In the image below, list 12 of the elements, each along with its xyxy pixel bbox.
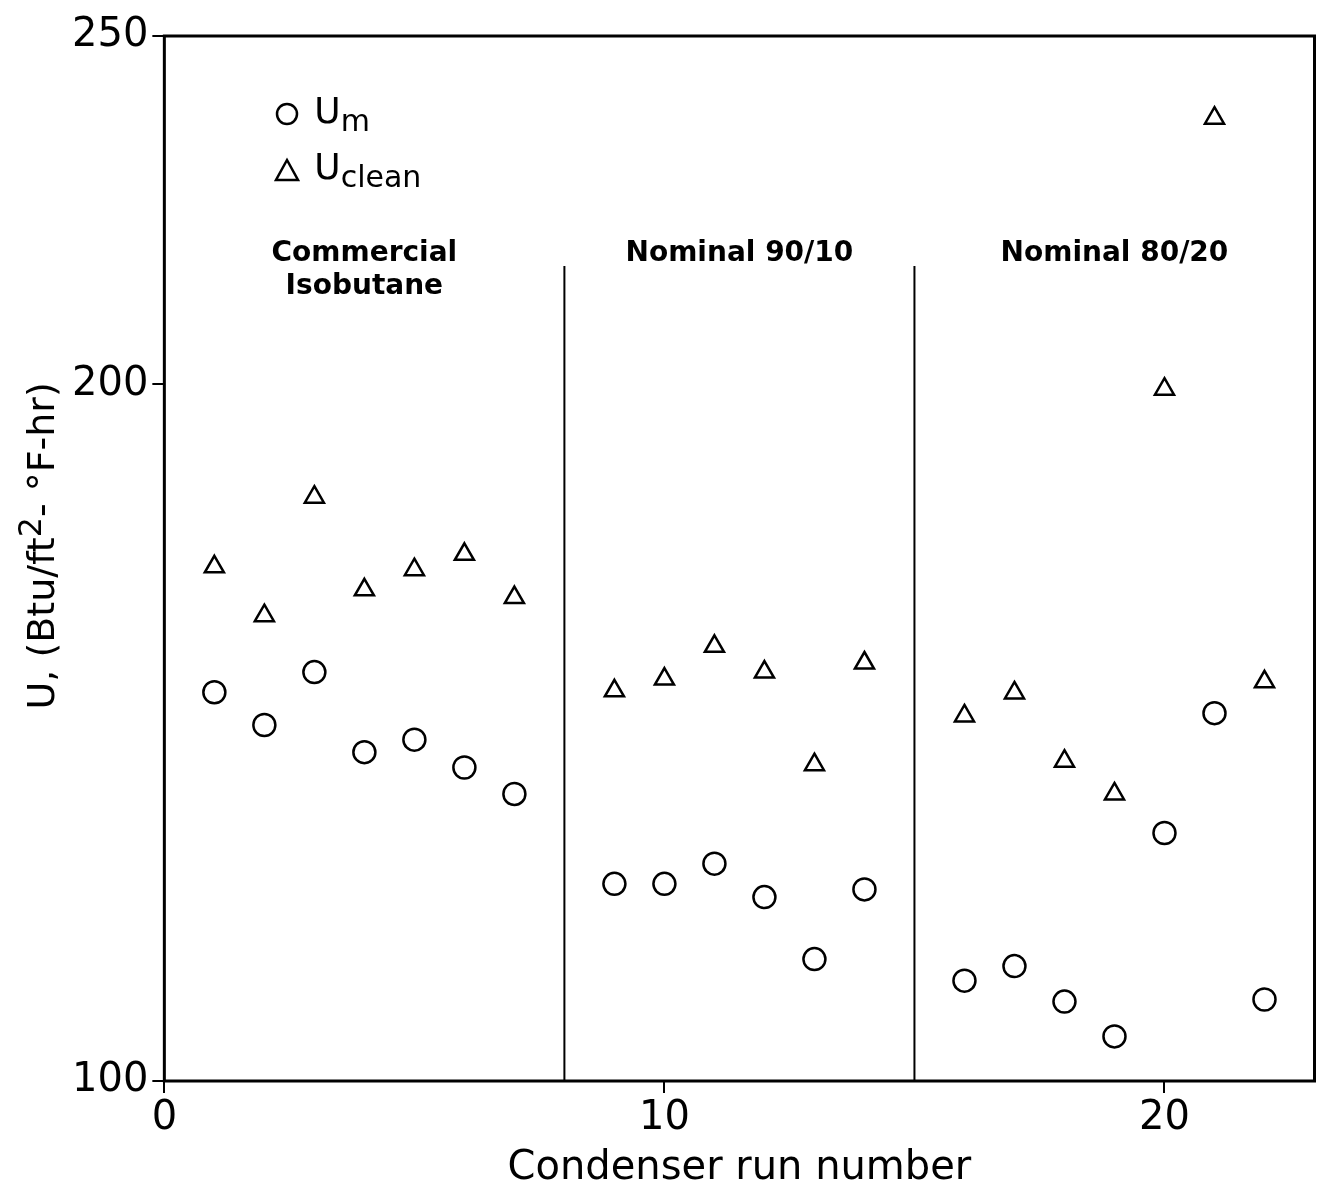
- annotation: Nominal 80/20: [999, 234, 1230, 268]
- x-tick-label: 0: [151, 1092, 178, 1139]
- x-axis-title: Condenser run number: [507, 1142, 972, 1189]
- legend-label: U$_{m}$: [314, 89, 370, 139]
- y-tick-label: 250: [71, 9, 149, 56]
- annotation: Commercial Isobutane: [270, 234, 459, 301]
- y-tick-label: 200: [71, 357, 149, 404]
- annotation: Nominal 90/10: [624, 234, 855, 268]
- legend-label: U$_{clean}$: [314, 145, 422, 195]
- y-tick-label: 100: [71, 1054, 149, 1101]
- x-tick-label: 20: [1139, 1092, 1190, 1139]
- x-tick-label: 10: [638, 1092, 690, 1139]
